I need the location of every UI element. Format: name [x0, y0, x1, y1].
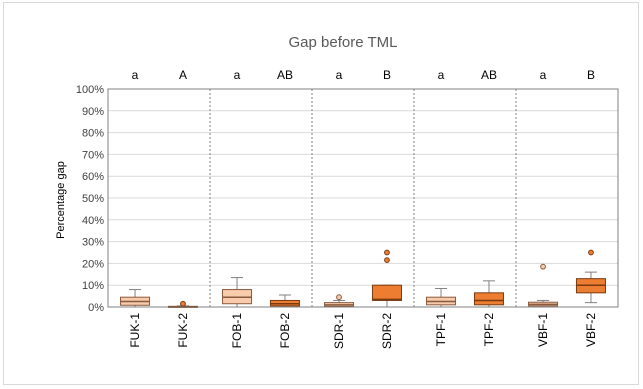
box-fob-2	[269, 294, 300, 308]
outlier-point	[384, 249, 390, 256]
gridlines	[108, 110, 618, 286]
x-tick-label: SDR-1	[332, 313, 346, 349]
significance-letter: a	[540, 68, 547, 82]
significance-letter: AB	[277, 68, 293, 82]
box-fuk-2	[167, 300, 198, 308]
y-tick-label: 90%	[82, 106, 104, 118]
significance-letter: B	[383, 68, 391, 82]
box-fuk-1	[120, 289, 151, 308]
boxes	[120, 249, 606, 308]
y-tick-label: 30%	[82, 237, 104, 249]
x-tick-label: FOB-2	[278, 313, 292, 349]
x-tick-label: TPF-1	[434, 313, 448, 347]
y-tick-label: 80%	[82, 128, 104, 140]
y-tick-label: 20%	[82, 258, 104, 270]
significance-letter: a	[132, 68, 139, 82]
outlier-point	[180, 300, 186, 307]
box-fob-1	[222, 277, 253, 308]
box-plot-chart: Gap before TML Percentage gap 0% 10% 20% 30…	[55, 34, 619, 349]
outlier-point	[588, 249, 594, 256]
outlier-point	[540, 263, 546, 270]
box-body	[473, 292, 504, 306]
y-tick-label: 70%	[82, 149, 104, 161]
y-tick-label: 60%	[82, 171, 104, 183]
x-tick-label: FUK-1	[128, 313, 142, 348]
y-tick-label: 0%	[88, 302, 104, 314]
significance-letter: A	[179, 68, 187, 82]
significance-letter: a	[336, 68, 343, 82]
significance-letter: a	[438, 68, 445, 82]
x-tick-label: FOB-1	[230, 313, 244, 349]
y-tick-label: 10%	[82, 280, 104, 292]
x-tick-label: FUK-2	[176, 313, 190, 348]
box-vbf-2	[575, 249, 606, 304]
y-tick-labels: 0% 10% 20% 30% 40% 50% 60% 70% 80% 90% 100%	[76, 84, 104, 314]
x-tick-label: VBF-2	[584, 313, 598, 347]
chart-title: Gap before TML	[289, 34, 398, 51]
chart-frame: Gap before TML Percentage gap 0% 10% 20% 30…	[3, 2, 639, 385]
group-separators	[209, 89, 517, 307]
x-tick-labels: FUK-1 FUK-2 FOB-1 FOB-2 SDR-1 SDR-2 TPF-1 TPF-2…	[128, 313, 598, 349]
x-tick-label: VBF-1	[536, 313, 550, 347]
y-axis-label: Percentage gap	[55, 161, 67, 239]
y-tick-label: 50%	[82, 193, 104, 205]
x-tick-label: SDR-2	[380, 313, 394, 349]
box-tpf-1	[426, 287, 457, 308]
box-sdr-1	[324, 294, 355, 308]
outlier-point	[336, 294, 342, 301]
plot-area-border	[107, 88, 619, 308]
significance-letter: AB	[481, 68, 497, 82]
significance-letter: B	[587, 68, 595, 82]
y-tick-label: 100%	[76, 84, 104, 96]
significance-letter: a	[234, 68, 241, 82]
box-body	[371, 284, 402, 301]
x-tick-label: TPF-2	[482, 313, 496, 347]
outlier-point	[384, 257, 390, 264]
box-sdr-2	[371, 249, 402, 308]
y-tick-label: 40%	[82, 215, 104, 227]
box-vbf-1	[528, 263, 559, 308]
